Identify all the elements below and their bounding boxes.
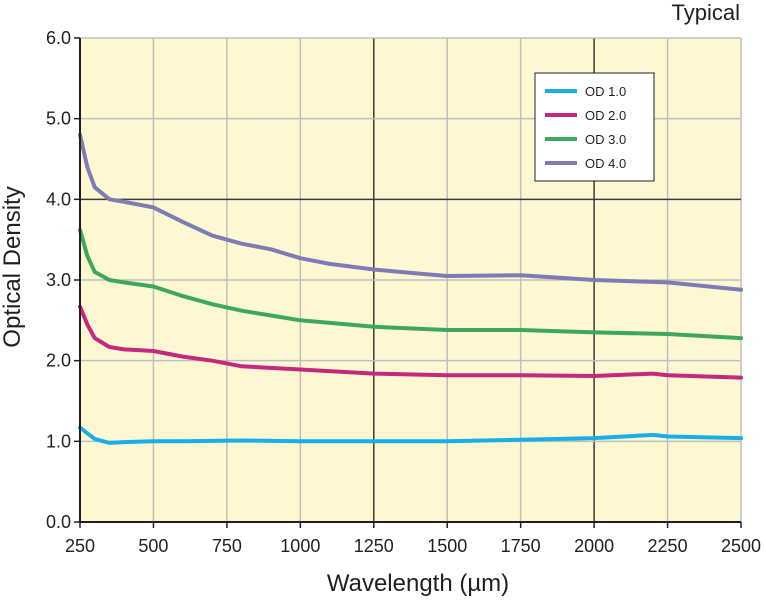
y-tick-label: 2.0 [46,351,71,371]
x-tick-label: 500 [138,536,168,556]
y-tick-label: 3.0 [46,270,71,290]
x-tick-label: 1250 [354,536,394,556]
x-tick-label: 1750 [501,536,541,556]
x-tick-label: 1500 [427,536,467,556]
x-tick-label: 2250 [648,536,688,556]
y-axis-title: Optical Density [0,186,26,347]
legend-label: OD 4.0 [585,156,626,171]
legend-label: OD 2.0 [585,108,626,123]
y-tick-label: 0.0 [46,512,71,532]
y-tick-label: 6.0 [46,28,71,48]
legend-label: OD 1.0 [585,84,626,99]
series-line-od-3-0 [78,228,743,341]
x-tick-label: 2500 [721,536,761,556]
y-tick-label: 1.0 [46,431,71,451]
legend: OD 1.0 OD 2.0 OD 3.0 OD 4.0 [534,72,655,182]
y-tick-label: 4.0 [46,189,71,209]
series-line-od-1-0 [78,425,743,445]
x-tick-label: 1000 [280,536,320,556]
data-series [78,132,743,445]
legend-label: OD 3.0 [585,132,626,147]
axes [74,37,742,528]
y-tick-label: 5.0 [46,109,71,129]
x-axis-title: Wavelength (µm) [327,570,509,597]
chart-annotation: Typical [672,0,740,25]
x-tick-label: 750 [212,536,242,556]
series-line-od-4-0 [78,132,743,292]
x-tick-label: 2000 [574,536,614,556]
tick-labels: 250 500 750 1000 1250 1500 1750 2000 2250 2500 0.0… [46,28,761,556]
x-tick-label: 250 [65,536,95,556]
series-line-od-2-0 [78,304,743,380]
